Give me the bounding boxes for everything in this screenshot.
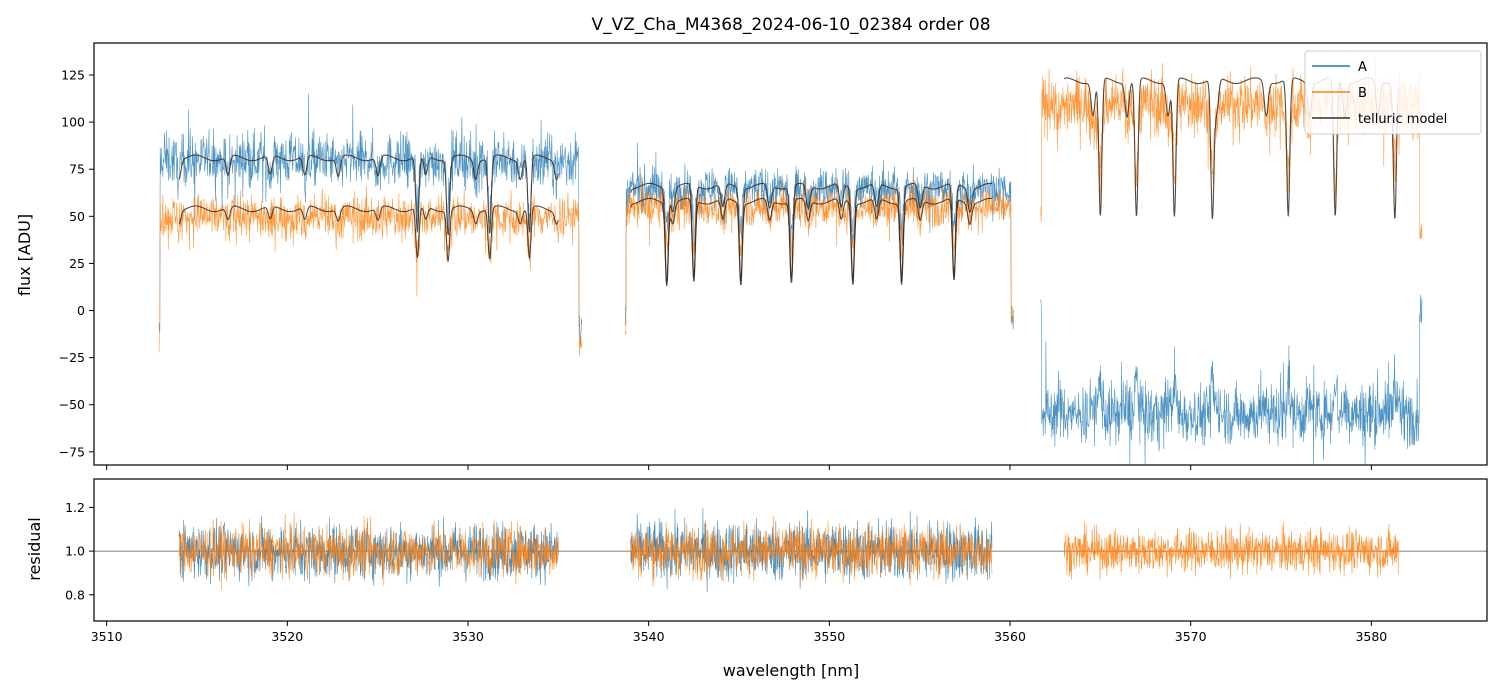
series-b-segment-0 xyxy=(158,185,583,357)
xtick-label: 3560 xyxy=(994,629,1026,644)
bottom-panel-frame xyxy=(93,478,1488,622)
top-ytick-label: 100 xyxy=(61,115,85,130)
series-model-segment-2 xyxy=(630,182,993,283)
top-ytick-label: 125 xyxy=(61,68,85,83)
top-y-axis-label: flux [ADU] xyxy=(15,214,34,296)
xtick-label: 3510 xyxy=(91,629,123,644)
bottom-panel-data xyxy=(94,508,1487,592)
top-ytick-label: 0 xyxy=(77,303,85,318)
top-ytick-label: 25 xyxy=(69,256,85,271)
legend-label-b: B xyxy=(1358,86,1367,101)
top-ytick-label: −75 xyxy=(59,444,85,459)
chart-title: V_VZ_Cha_M4368_2024-06-10_02384 order 08 xyxy=(591,15,990,35)
bottom-ytick-label: 1.0 xyxy=(65,544,85,559)
xtick-label: 3570 xyxy=(1175,629,1207,644)
top-panel-frame xyxy=(93,42,1488,466)
legend-label-a: A xyxy=(1358,60,1367,75)
residual-b-segment-0 xyxy=(178,512,559,591)
residual-b-segment-1 xyxy=(630,515,993,587)
xtick-label: 3540 xyxy=(633,629,665,644)
xtick-label: 3530 xyxy=(452,629,484,644)
xtick-label: 3580 xyxy=(1355,629,1387,644)
bottom-y-axis-label: residual xyxy=(25,517,44,580)
bottom-ytick-label: 1.2 xyxy=(65,500,85,515)
series-a-segment-2 xyxy=(1040,294,1423,465)
top-ytick-label: −50 xyxy=(59,397,85,412)
series-model-segment-3 xyxy=(630,197,992,287)
x-axis-label: wavelength [nm] xyxy=(723,661,860,680)
bottom-ytick-label: 0.8 xyxy=(65,587,85,602)
top-panel-data xyxy=(158,58,1423,465)
legend: A B telluric model xyxy=(1304,50,1482,135)
axis-ticks: −75 −50 −25 0 25 50 75 100 125 0.8 1.0 1.2 3510 3520 3… xyxy=(59,68,1388,644)
top-ytick-label: 75 xyxy=(69,162,85,177)
xtick-label: 3520 xyxy=(271,629,303,644)
legend-label-telluric-model: telluric model xyxy=(1358,112,1447,127)
series-model-segment-1 xyxy=(178,205,559,263)
xtick-label: 3550 xyxy=(813,629,845,644)
top-ytick-label: 50 xyxy=(69,209,85,224)
residual-b-segment-2 xyxy=(1063,521,1399,581)
legend-box xyxy=(1304,50,1482,135)
series-model-segment-0 xyxy=(178,154,559,236)
top-ytick-label: −25 xyxy=(59,350,85,365)
